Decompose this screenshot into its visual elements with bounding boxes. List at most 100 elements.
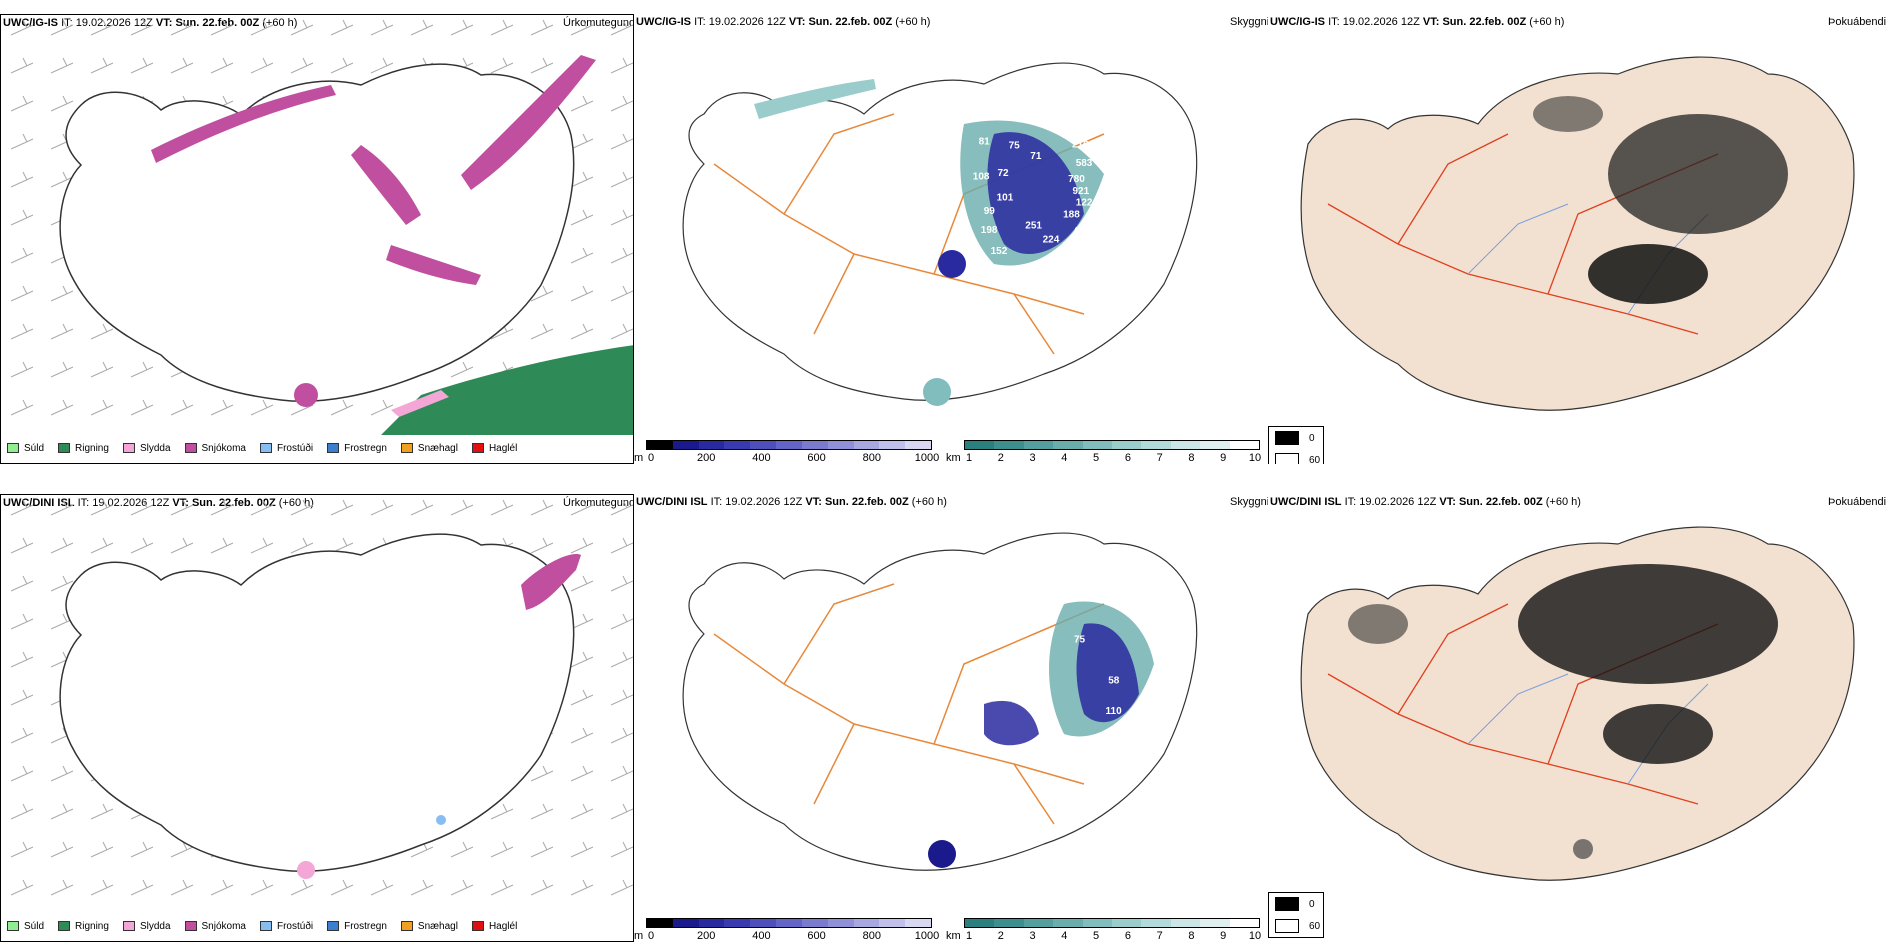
visibility-value-label: 81 <box>979 137 991 148</box>
colorbar-tick: 0 <box>647 452 655 464</box>
wind-barb <box>610 57 633 74</box>
wind-barb <box>450 879 474 896</box>
wind-barb <box>170 399 194 416</box>
wind-barb <box>410 499 434 516</box>
wind-barb <box>50 537 74 554</box>
wind-barb <box>50 499 74 516</box>
legend-swatch <box>471 921 484 931</box>
colorbar-cell <box>750 919 777 927</box>
rain-area-se <box>381 345 633 435</box>
visibility-value-label: 184 <box>1115 775 1132 786</box>
wind-barb <box>90 57 114 74</box>
precip-type-map <box>10 19 633 435</box>
wind-barb <box>90 537 114 554</box>
legend-item: Slydda <box>122 443 171 454</box>
wind-barb <box>530 537 554 554</box>
colorbar-tick: 600 <box>807 452 826 464</box>
colorbar-tick: 1 <box>965 452 973 464</box>
low-vis-east <box>1076 623 1139 723</box>
colorbar-tick: 2 <box>997 930 1004 942</box>
wind-barb <box>170 879 194 896</box>
wind-barb <box>50 575 74 592</box>
wind-barb <box>90 841 114 858</box>
low-vis-south <box>928 840 956 868</box>
legend-item: Súld <box>7 921 44 932</box>
colorbar-cell <box>905 441 931 449</box>
colorbar-cell <box>801 919 828 927</box>
legend-item: Slydda <box>122 921 171 932</box>
wind-barb <box>10 499 34 516</box>
colorbar-cell <box>724 919 751 927</box>
wind-barb <box>210 537 234 554</box>
panel-title: Þokuábendi <box>1828 16 1887 28</box>
fog-legend-low-swatch <box>1275 919 1299 933</box>
visibility-value-label: 210 <box>1072 140 1089 151</box>
visibility-value-label: 72 <box>998 168 1010 179</box>
colorbar-tick: 800 <box>862 930 881 942</box>
legend-swatch <box>400 921 413 931</box>
colorbar-cell <box>1170 919 1201 927</box>
wind-barb <box>570 247 594 264</box>
colorbar-unit: m <box>634 930 644 942</box>
wind-barb <box>50 399 74 416</box>
wind-barb <box>530 803 554 820</box>
wind-barb <box>10 209 34 226</box>
fog-index-panel-top: UWC/IG-IS IT: 19.02.2026 12Z VT: Sun. 22… <box>1268 14 1900 464</box>
legend-item: Frostregn <box>327 921 387 932</box>
colorbar-cell <box>1229 919 1260 927</box>
wind-barb <box>610 323 633 340</box>
colorbar-tick: 7 <box>1156 930 1163 942</box>
colorbar-cells <box>964 440 1260 450</box>
wind-barb <box>250 19 274 36</box>
wind-barb <box>610 841 633 858</box>
wind-barb <box>290 499 314 516</box>
colorbar-cell <box>827 919 854 927</box>
snow-band-ne <box>461 55 596 190</box>
snow-band-north <box>151 85 336 163</box>
frost-drizzle-patch <box>436 815 446 825</box>
wind-barb <box>610 727 633 744</box>
visibility-value-label: 49 <box>1055 121 1067 132</box>
wind-barb <box>530 19 554 36</box>
snow-patch-south <box>297 861 315 879</box>
colorbar-tick: 2 <box>997 452 1004 464</box>
colorbar-cell <box>698 919 725 927</box>
wind-barb <box>50 879 74 896</box>
iceland-coastline <box>59 533 575 873</box>
legend-label: Súld <box>24 442 45 454</box>
colorbar-cell <box>1170 441 1201 449</box>
wind-barb <box>610 765 633 782</box>
wind-barb <box>530 285 554 302</box>
colorbar-tick: 4 <box>1061 930 1068 942</box>
snow-patch-ne <box>521 554 581 610</box>
fog-index-high-center <box>1588 244 1708 304</box>
colorbar-tick: 200 <box>697 930 716 942</box>
wind-barb <box>370 499 394 516</box>
wind-barb <box>10 727 34 744</box>
colorbar-tick: 9 <box>1220 930 1227 942</box>
wind-barb <box>610 879 633 896</box>
colorbar-cell <box>1082 919 1113 927</box>
wind-barb <box>250 499 274 516</box>
visibility-value-label: 110 <box>1106 706 1123 717</box>
legend-item: Frostúði <box>259 921 313 932</box>
low-vis-center <box>938 250 966 278</box>
fog-index-map <box>1300 56 1855 411</box>
panel-title: Þokuábendi <box>1828 496 1887 508</box>
wind-barb <box>170 57 194 74</box>
wind-barb <box>50 323 74 340</box>
colorbar-unit: km <box>946 452 961 464</box>
wind-barb <box>90 803 114 820</box>
visibility-value-label: 122 <box>1076 198 1093 209</box>
legend-label: Haglél <box>488 920 518 932</box>
legend-item: Haglél <box>471 443 517 454</box>
visibility-value-label: 53 <box>1039 720 1051 731</box>
wind-barb <box>610 689 633 706</box>
colorbar-tick: 1000 <box>914 452 940 464</box>
meter-colorbar: m 0 200 400 600 800 1000 <box>634 438 939 464</box>
visibility-value-label: 108 <box>973 171 990 182</box>
colorbar-cell <box>853 919 880 927</box>
wind-barb <box>10 651 34 668</box>
legend-swatch <box>122 921 135 931</box>
